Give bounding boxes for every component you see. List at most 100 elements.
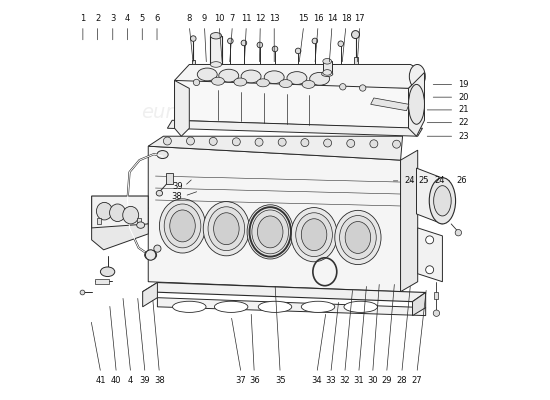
Circle shape xyxy=(301,139,309,146)
Circle shape xyxy=(360,85,366,91)
Ellipse shape xyxy=(214,301,248,312)
Polygon shape xyxy=(174,80,409,128)
Polygon shape xyxy=(416,168,442,224)
Polygon shape xyxy=(92,196,148,240)
Circle shape xyxy=(312,38,318,44)
Text: 16: 16 xyxy=(313,14,323,23)
Text: 39: 39 xyxy=(140,376,150,385)
Text: 1: 1 xyxy=(80,14,85,23)
Bar xyxy=(211,36,222,64)
Text: 2: 2 xyxy=(95,14,100,23)
Polygon shape xyxy=(142,282,426,302)
Text: 27: 27 xyxy=(411,376,422,385)
Polygon shape xyxy=(417,228,442,282)
Ellipse shape xyxy=(123,206,139,224)
Text: 22: 22 xyxy=(458,118,469,127)
Ellipse shape xyxy=(211,62,222,67)
Ellipse shape xyxy=(257,79,270,87)
Text: 20: 20 xyxy=(458,93,469,102)
Polygon shape xyxy=(142,282,157,307)
Text: 40: 40 xyxy=(111,376,122,385)
Circle shape xyxy=(455,230,461,236)
Ellipse shape xyxy=(252,210,289,254)
Ellipse shape xyxy=(173,301,206,312)
Ellipse shape xyxy=(109,204,125,222)
Circle shape xyxy=(272,46,278,52)
Polygon shape xyxy=(412,292,426,316)
Ellipse shape xyxy=(291,208,337,262)
Text: 4: 4 xyxy=(125,14,130,23)
Bar xyxy=(97,218,101,224)
Circle shape xyxy=(154,245,161,252)
Ellipse shape xyxy=(208,207,245,251)
Text: 18: 18 xyxy=(340,14,351,23)
Text: 28: 28 xyxy=(397,376,407,385)
Ellipse shape xyxy=(335,210,381,264)
Text: 31: 31 xyxy=(354,376,364,385)
Text: 10: 10 xyxy=(214,14,224,23)
Ellipse shape xyxy=(219,69,239,82)
Bar xyxy=(166,173,173,184)
Ellipse shape xyxy=(287,72,307,84)
Ellipse shape xyxy=(234,78,247,86)
Ellipse shape xyxy=(409,84,425,124)
Bar xyxy=(95,279,109,284)
Circle shape xyxy=(426,266,433,274)
Text: 12: 12 xyxy=(255,14,266,23)
Polygon shape xyxy=(92,224,148,250)
Ellipse shape xyxy=(296,213,332,257)
Text: 41: 41 xyxy=(96,376,106,385)
Text: 35: 35 xyxy=(275,376,285,385)
Circle shape xyxy=(370,140,378,148)
Ellipse shape xyxy=(257,216,283,248)
Circle shape xyxy=(257,42,263,48)
Polygon shape xyxy=(167,120,422,136)
Ellipse shape xyxy=(213,213,239,245)
Circle shape xyxy=(186,137,195,145)
Bar xyxy=(434,292,438,299)
Text: 19: 19 xyxy=(458,80,469,89)
Polygon shape xyxy=(409,72,425,136)
Polygon shape xyxy=(157,298,426,316)
Text: 29: 29 xyxy=(381,376,392,385)
Circle shape xyxy=(393,140,400,148)
Text: 21: 21 xyxy=(458,106,469,114)
Ellipse shape xyxy=(145,250,157,260)
Text: 23: 23 xyxy=(458,132,469,141)
Polygon shape xyxy=(174,64,425,88)
Bar xyxy=(354,57,358,64)
Ellipse shape xyxy=(137,222,145,228)
Ellipse shape xyxy=(302,80,315,88)
Ellipse shape xyxy=(258,301,292,312)
Text: 11: 11 xyxy=(241,14,251,23)
Ellipse shape xyxy=(310,72,329,85)
Text: 30: 30 xyxy=(367,376,378,385)
Circle shape xyxy=(339,84,346,90)
Ellipse shape xyxy=(409,64,425,88)
Text: eurospares: eurospares xyxy=(141,103,250,122)
Text: 38: 38 xyxy=(154,376,165,385)
Text: 38: 38 xyxy=(172,192,183,200)
Text: 32: 32 xyxy=(339,376,350,385)
Circle shape xyxy=(209,138,217,145)
Circle shape xyxy=(190,36,196,41)
Text: 17: 17 xyxy=(355,14,365,23)
Ellipse shape xyxy=(344,301,377,312)
Bar xyxy=(137,218,141,224)
Ellipse shape xyxy=(322,72,333,76)
Ellipse shape xyxy=(433,186,451,216)
Ellipse shape xyxy=(264,71,284,84)
Bar xyxy=(323,61,332,72)
Text: eurospares: eurospares xyxy=(268,182,377,202)
Text: 5: 5 xyxy=(140,14,145,23)
Circle shape xyxy=(241,40,247,46)
Text: 15: 15 xyxy=(299,14,309,23)
Ellipse shape xyxy=(197,68,217,81)
Circle shape xyxy=(278,138,286,146)
Polygon shape xyxy=(400,150,417,292)
Ellipse shape xyxy=(211,32,222,39)
Circle shape xyxy=(80,290,85,295)
Text: 13: 13 xyxy=(269,14,279,23)
Ellipse shape xyxy=(156,190,163,196)
Circle shape xyxy=(163,137,172,145)
